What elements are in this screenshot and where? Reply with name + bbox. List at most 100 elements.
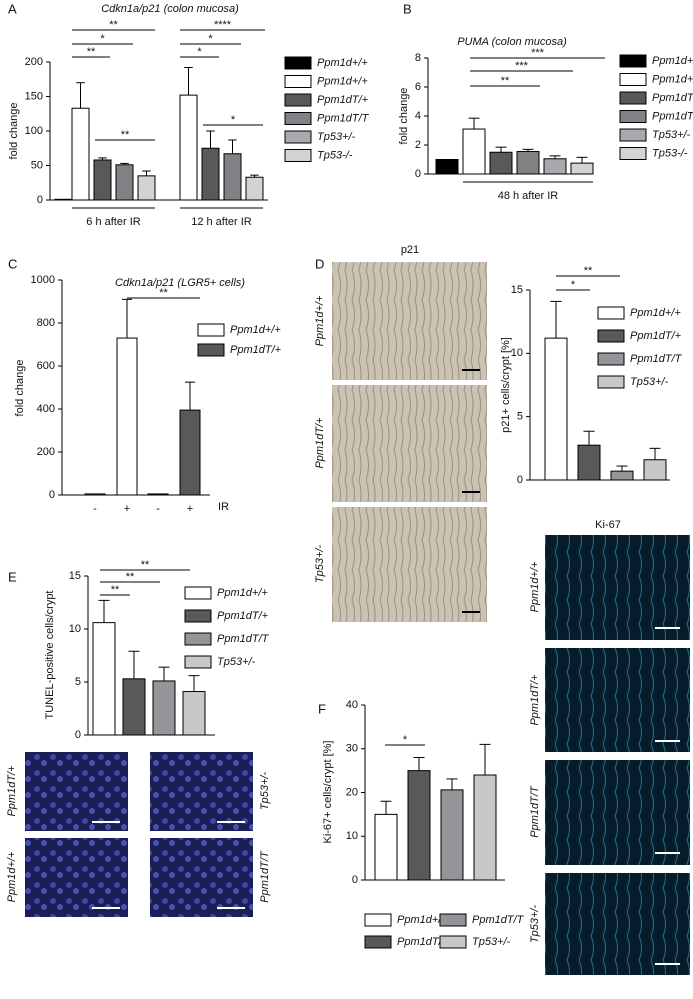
y-tick-label: 20 — [346, 786, 358, 798]
y-tick-label: 600 — [37, 360, 55, 372]
bar — [223, 153, 242, 201]
legend-swatch — [597, 375, 625, 389]
legend-swatch — [284, 75, 312, 88]
legend-label: Ppm1d+/+ — [652, 73, 693, 85]
tunel-images — [25, 752, 253, 917]
micrograph — [332, 385, 487, 502]
bar — [93, 159, 112, 201]
ki67-images — [545, 535, 690, 975]
legend-label: Tp53-/- — [652, 147, 688, 159]
significance-label: * — [571, 279, 576, 291]
legend-label: Ppm1dT/+ — [652, 92, 693, 104]
y-tick-label: 150 — [25, 90, 43, 102]
y-tick-label: 15 — [69, 570, 81, 582]
y-tick-label: 0 — [352, 874, 358, 886]
legend-swatch — [619, 54, 647, 68]
legend-swatch — [597, 306, 625, 320]
y-tick-label: 15 — [511, 284, 523, 296]
panel-letter: F — [318, 701, 326, 716]
bar — [489, 151, 513, 175]
image-label: Tp53+/- — [529, 905, 541, 944]
significance-label: ** — [126, 571, 135, 583]
error-bar — [122, 298, 132, 339]
bar — [544, 337, 568, 481]
y-tick-label: 10 — [346, 830, 358, 842]
significance-label: *** — [515, 60, 529, 72]
y-axis-label: fold change — [8, 103, 20, 160]
legend-label: Ppm1dT/+ — [630, 330, 682, 342]
significance-label: * — [197, 46, 202, 58]
x-tick-label: + — [124, 503, 130, 515]
y-tick-label: 200 — [37, 446, 55, 458]
legend-label: Ppm1dT/+ — [217, 610, 269, 622]
error-bar — [128, 650, 140, 679]
micrograph — [545, 760, 690, 865]
bar — [462, 128, 486, 175]
x-tick-label: - — [156, 503, 160, 515]
bar — [374, 813, 398, 881]
micrograph — [150, 838, 253, 917]
error-bar — [228, 139, 237, 154]
image-label: Ppm1d+/+ — [314, 295, 326, 346]
y-axis-label: fold change — [398, 88, 410, 145]
bar — [71, 107, 90, 201]
micrograph — [545, 873, 690, 975]
legend-swatch — [619, 110, 647, 123]
legend-label: Ppm1dT/+ — [230, 344, 282, 356]
error-bar — [142, 170, 151, 176]
error-bar — [468, 117, 480, 130]
x-tick-label: - — [93, 503, 97, 515]
legend-label: Ppm1dT/+ — [397, 936, 449, 948]
error-bar — [250, 174, 259, 178]
panel-letter: C — [8, 256, 17, 271]
y-tick-label: 40 — [346, 699, 358, 711]
image-title: Ki-67 — [595, 519, 621, 531]
error-bar — [583, 430, 595, 446]
legend-swatch — [197, 343, 225, 357]
legend-swatch — [184, 632, 212, 646]
legend-label: Ppm1d+/+ — [217, 587, 268, 599]
bar — [201, 147, 220, 201]
legend-swatch — [184, 655, 212, 669]
y-tick-label: 0 — [517, 474, 523, 486]
bar — [54, 198, 73, 201]
legend-label: Ppm1d+/+ — [317, 57, 368, 69]
significance-label: * — [231, 114, 236, 126]
legend-label: Ppm1d+/+ — [630, 307, 681, 319]
legend-swatch — [284, 112, 312, 125]
micrograph — [545, 648, 690, 752]
legend-label: Ppm1d+/+ — [230, 324, 281, 336]
significance-label: ** — [109, 19, 118, 31]
significance-label: ** — [159, 287, 168, 299]
x-tick-label: + — [187, 503, 193, 515]
legend-label: Tp53-/- — [317, 149, 353, 161]
micrograph — [332, 507, 487, 622]
legend-label: Ppm1d+/+ — [397, 914, 448, 926]
bar — [152, 680, 176, 736]
error-bar — [495, 146, 507, 153]
image-label: Ppm1d+/+ — [529, 561, 541, 612]
y-tick-label: 5 — [75, 676, 81, 688]
legend-swatch — [364, 935, 392, 949]
error-bar — [413, 757, 425, 771]
error-bar — [158, 666, 170, 681]
panel-letter: B — [403, 1, 412, 16]
error-bar — [576, 156, 588, 164]
y-axis-label: fold change — [14, 360, 26, 417]
legend-label: Ppm1dT/T — [630, 353, 683, 365]
significance-label: ** — [111, 584, 120, 596]
legend-swatch — [597, 329, 625, 343]
significance-label: ** — [141, 559, 150, 571]
y-tick-label: 6 — [415, 81, 421, 93]
error-bar — [76, 82, 85, 109]
y-tick-label: 1000 — [31, 274, 55, 286]
y-tick-label: 30 — [346, 743, 358, 755]
significance-label: * — [100, 33, 105, 45]
legend-swatch — [284, 56, 312, 70]
image-label: Ppm1dT/+ — [529, 674, 541, 726]
legend-swatch — [619, 91, 647, 105]
bar — [473, 774, 497, 881]
significance-label: ** — [584, 265, 593, 277]
legend-label: Ppm1dT/T — [472, 914, 525, 926]
